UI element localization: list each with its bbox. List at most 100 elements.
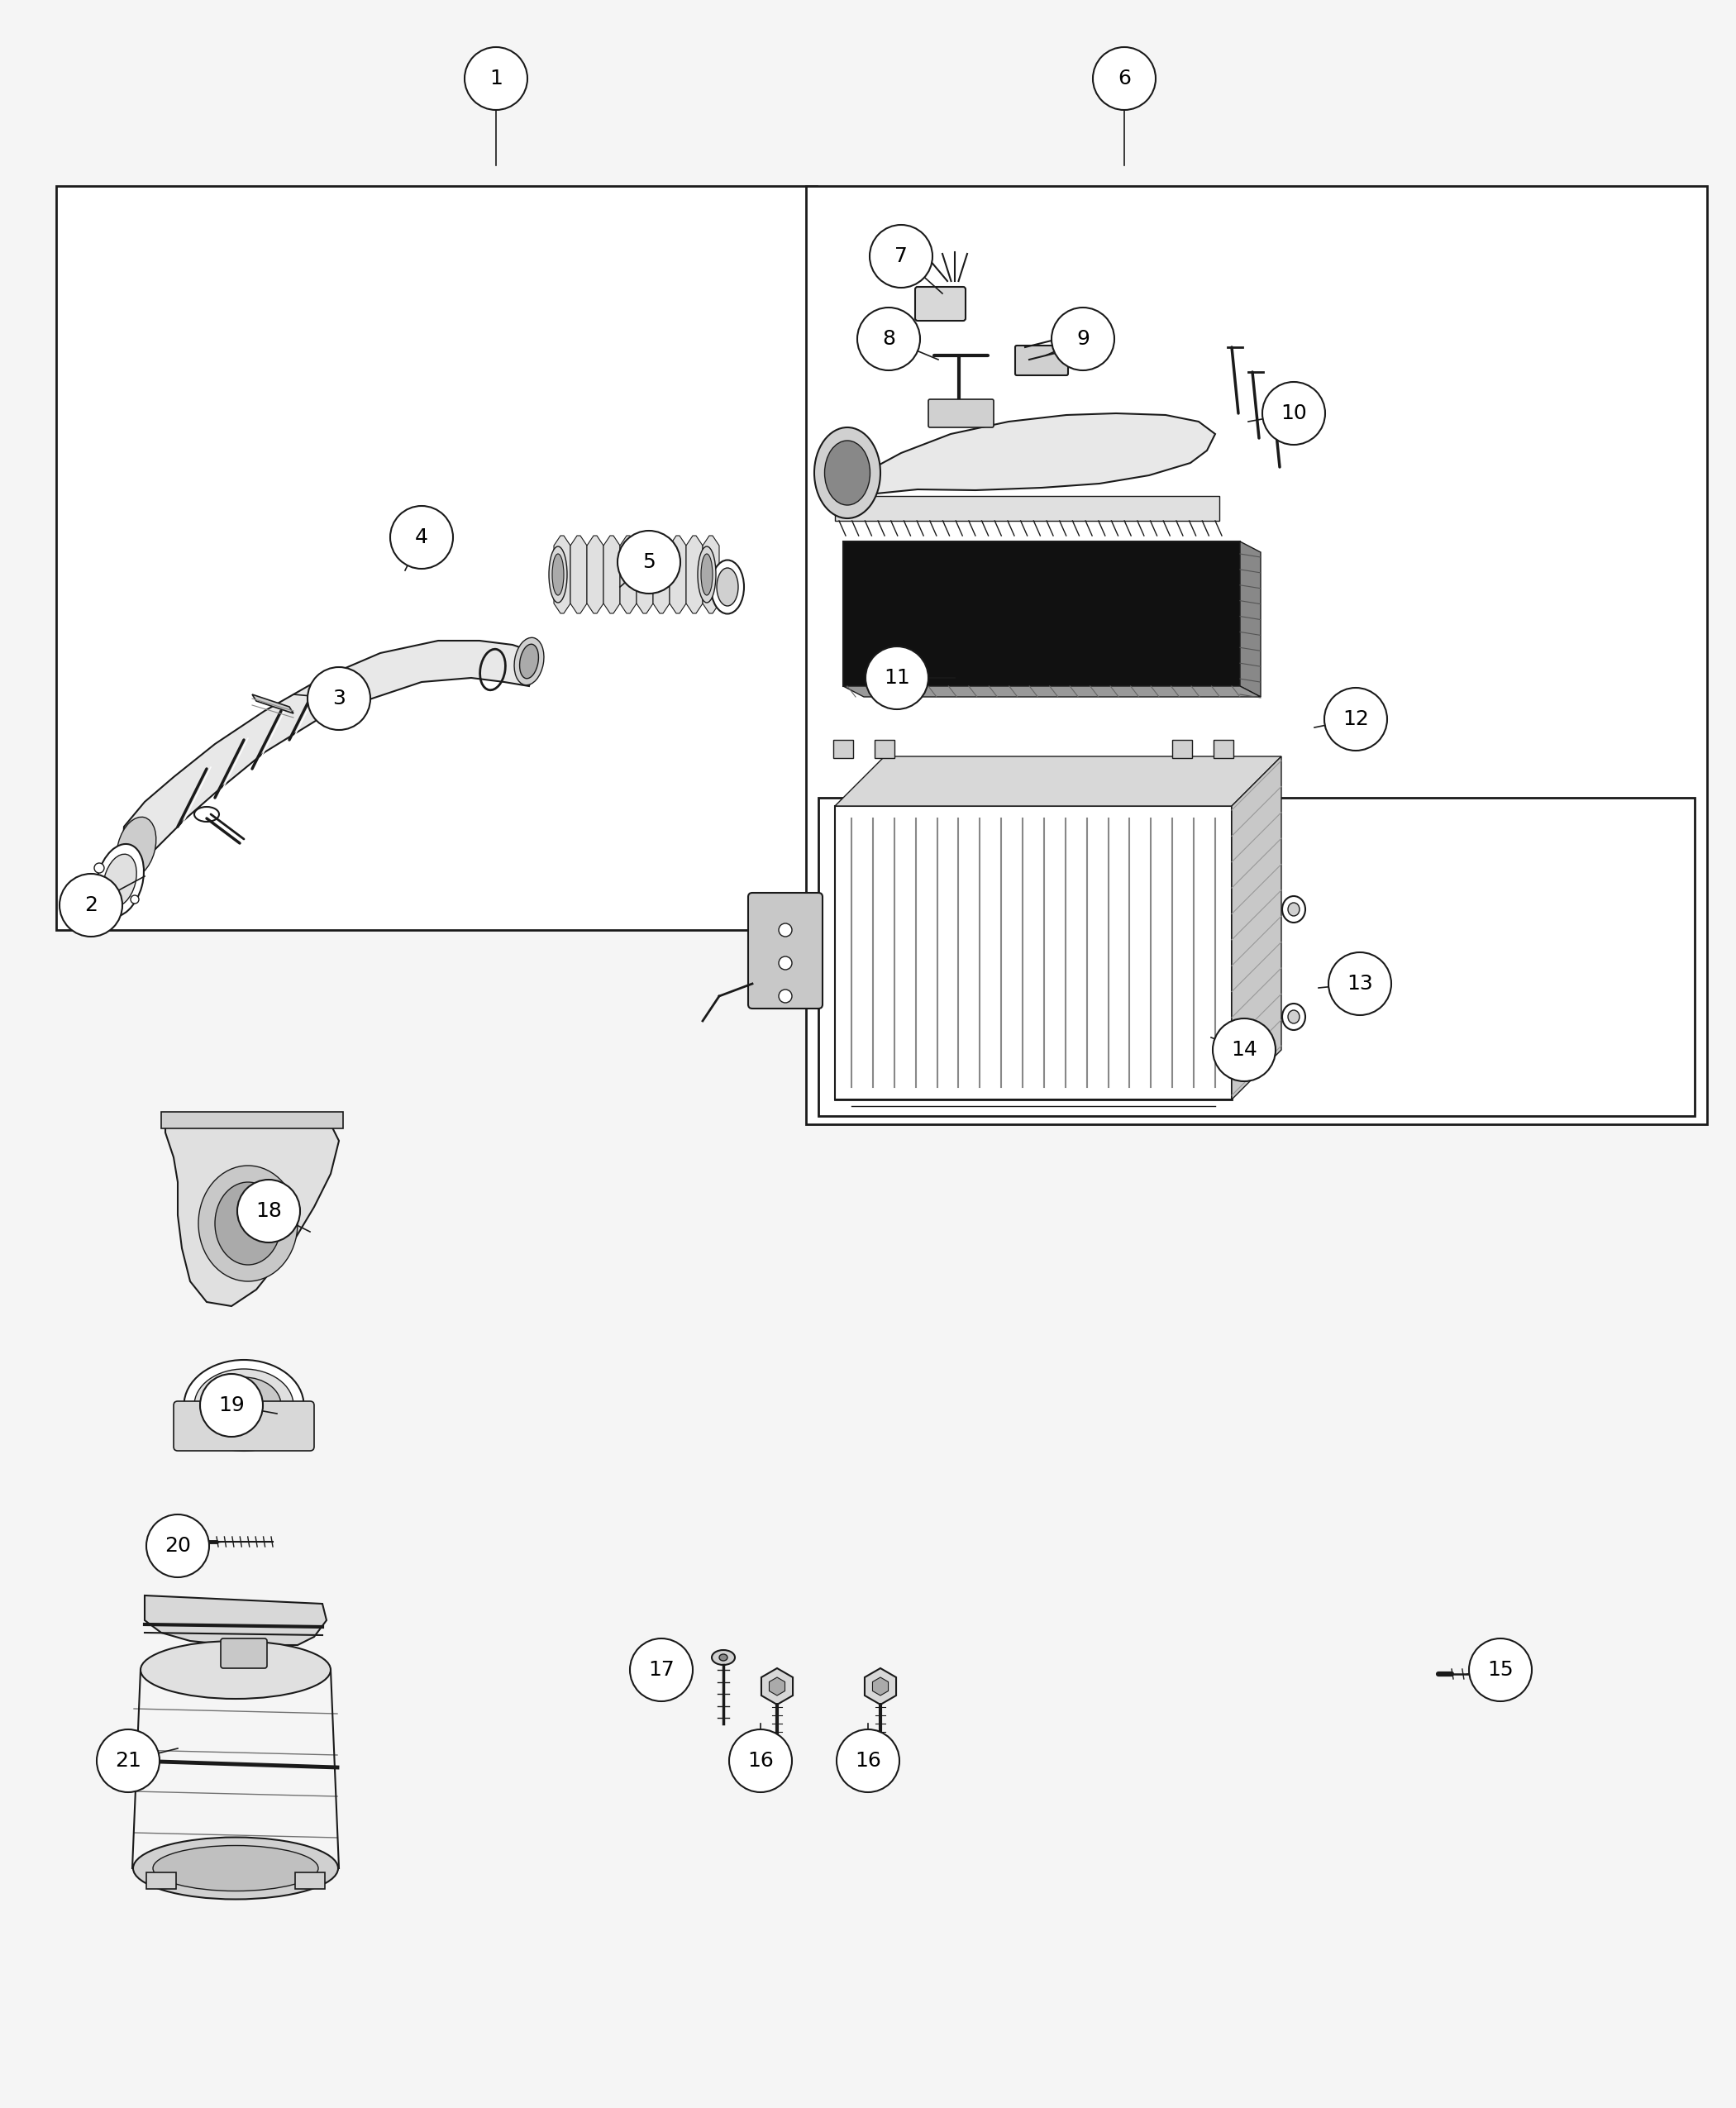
Text: 7: 7: [894, 247, 908, 266]
FancyBboxPatch shape: [748, 894, 823, 1008]
Circle shape: [307, 666, 370, 729]
FancyBboxPatch shape: [295, 1872, 325, 1889]
Ellipse shape: [825, 441, 870, 506]
Ellipse shape: [94, 862, 104, 873]
Circle shape: [238, 1180, 300, 1242]
Ellipse shape: [1283, 1003, 1305, 1031]
Circle shape: [858, 308, 920, 371]
Circle shape: [729, 1729, 792, 1792]
Text: 17: 17: [648, 1659, 675, 1680]
Polygon shape: [620, 535, 637, 613]
Circle shape: [1213, 1018, 1276, 1081]
Text: 21: 21: [115, 1752, 141, 1771]
Circle shape: [837, 1729, 899, 1792]
FancyBboxPatch shape: [1213, 740, 1233, 759]
Circle shape: [630, 1638, 693, 1701]
Bar: [806, 186, 1706, 1124]
Text: 16: 16: [748, 1752, 774, 1771]
Polygon shape: [122, 641, 538, 877]
Ellipse shape: [116, 818, 156, 877]
Ellipse shape: [698, 546, 715, 603]
Text: 4: 4: [415, 527, 429, 548]
Polygon shape: [653, 535, 670, 613]
Ellipse shape: [514, 637, 543, 685]
Bar: [161, 1111, 344, 1128]
Text: 19: 19: [219, 1395, 245, 1414]
Polygon shape: [762, 1667, 793, 1705]
Polygon shape: [587, 535, 604, 613]
Ellipse shape: [549, 546, 568, 603]
Polygon shape: [703, 535, 719, 613]
Text: 15: 15: [1488, 1659, 1514, 1680]
Text: 16: 16: [854, 1752, 882, 1771]
Text: 5: 5: [642, 552, 656, 571]
Ellipse shape: [719, 1655, 727, 1661]
FancyBboxPatch shape: [174, 1402, 314, 1450]
Polygon shape: [686, 535, 703, 613]
Ellipse shape: [712, 561, 745, 613]
Text: 6: 6: [1118, 70, 1130, 89]
FancyBboxPatch shape: [833, 740, 852, 759]
Ellipse shape: [198, 1166, 297, 1282]
Ellipse shape: [717, 567, 738, 605]
Text: 11: 11: [884, 668, 910, 687]
FancyBboxPatch shape: [146, 1872, 175, 1889]
FancyBboxPatch shape: [1172, 740, 1193, 759]
Text: 13: 13: [1347, 974, 1373, 993]
FancyBboxPatch shape: [875, 740, 894, 759]
Ellipse shape: [130, 896, 139, 904]
Polygon shape: [769, 1678, 785, 1695]
Ellipse shape: [779, 989, 792, 1003]
Text: 20: 20: [165, 1537, 191, 1556]
Circle shape: [618, 531, 681, 594]
Polygon shape: [865, 1667, 896, 1705]
Circle shape: [1328, 953, 1391, 1016]
Circle shape: [1325, 687, 1387, 750]
Text: 2: 2: [85, 896, 97, 915]
Polygon shape: [1233, 757, 1281, 1100]
Ellipse shape: [779, 957, 792, 970]
Circle shape: [200, 1374, 262, 1438]
Bar: [835, 495, 1219, 521]
Circle shape: [465, 46, 528, 110]
Text: 14: 14: [1231, 1039, 1257, 1060]
Polygon shape: [637, 535, 653, 613]
FancyBboxPatch shape: [929, 398, 993, 428]
Ellipse shape: [194, 1368, 293, 1442]
Text: 9: 9: [1076, 329, 1090, 348]
Circle shape: [59, 875, 122, 936]
Polygon shape: [1240, 542, 1260, 698]
Polygon shape: [554, 535, 571, 613]
Circle shape: [866, 647, 929, 708]
Circle shape: [146, 1514, 208, 1577]
Ellipse shape: [215, 1183, 281, 1265]
Ellipse shape: [701, 554, 712, 594]
Ellipse shape: [1283, 896, 1305, 923]
Circle shape: [1052, 308, 1115, 371]
Text: 3: 3: [332, 689, 345, 708]
Ellipse shape: [1288, 902, 1300, 917]
Ellipse shape: [102, 854, 137, 906]
Polygon shape: [165, 1115, 339, 1307]
Text: 1: 1: [490, 70, 502, 89]
Ellipse shape: [95, 843, 144, 917]
Ellipse shape: [184, 1360, 304, 1450]
Text: 12: 12: [1342, 708, 1370, 729]
Circle shape: [1469, 1638, 1531, 1701]
Text: 8: 8: [882, 329, 896, 348]
Ellipse shape: [1288, 1010, 1300, 1022]
Polygon shape: [252, 694, 293, 713]
FancyBboxPatch shape: [1016, 346, 1068, 375]
Ellipse shape: [814, 428, 880, 519]
Polygon shape: [670, 535, 686, 613]
Ellipse shape: [141, 1640, 330, 1699]
Ellipse shape: [134, 1838, 339, 1899]
Text: 10: 10: [1281, 403, 1307, 424]
Text: 18: 18: [255, 1202, 281, 1221]
Polygon shape: [604, 535, 620, 613]
Bar: [835, 805, 1233, 1100]
Polygon shape: [571, 535, 587, 613]
Circle shape: [1094, 46, 1156, 110]
FancyBboxPatch shape: [915, 287, 965, 320]
Polygon shape: [835, 413, 1215, 500]
